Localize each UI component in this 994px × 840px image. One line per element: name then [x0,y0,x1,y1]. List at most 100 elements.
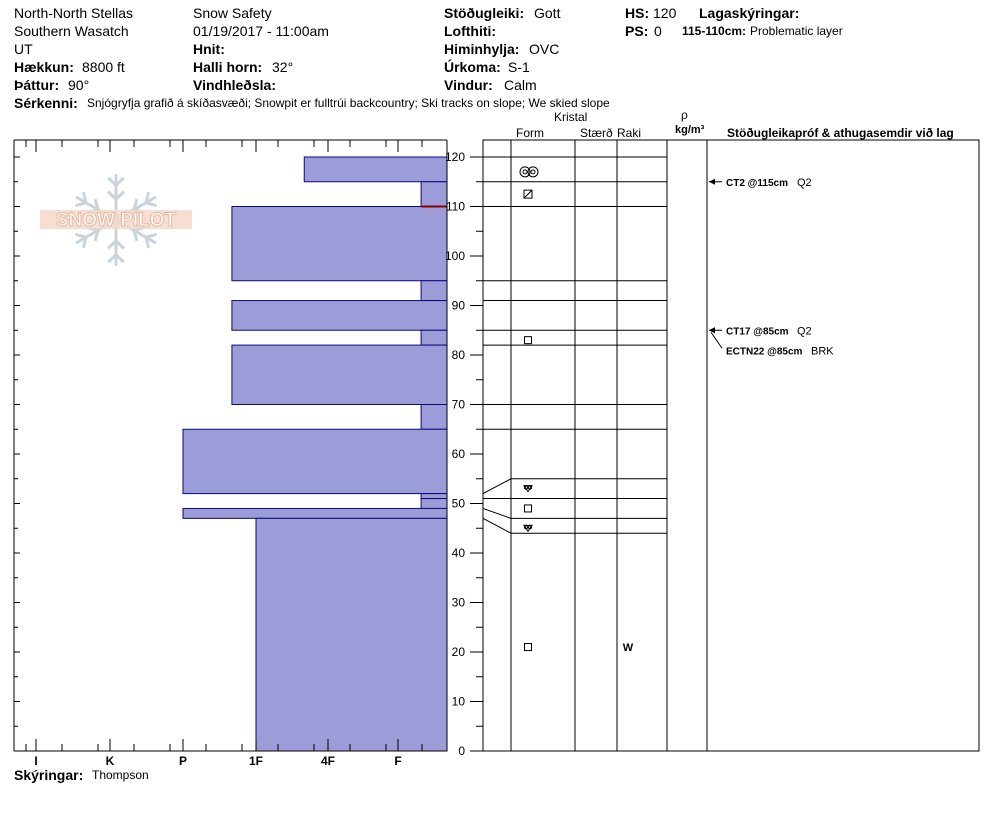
snowflake-branch [107,176,118,187]
depth-tick-label: 120 [445,150,465,164]
depth-tick-label: 50 [452,497,466,511]
depth-tick-label: 80 [452,348,466,362]
stability-label: Stöðugleiki: [444,5,525,21]
hardness-bar [420,493,448,500]
snowflake-branch [132,229,139,242]
location-name: North-North Stellas [14,5,134,21]
snowflake-branch [145,201,157,208]
col-moisture: Raki [617,126,642,140]
depth-hoar-icon [523,524,533,533]
hs-value: 120 [653,5,677,21]
test-arrowhead [709,327,715,334]
snowflake-branch [107,190,118,201]
hardness-tick-label: K [106,754,115,768]
depth-tick-label: 10 [452,695,466,709]
test-result: BRK [811,345,834,357]
ps-value: 0 [654,23,662,39]
faceted-icon-box [524,504,532,513]
stability-value: Gott [534,5,561,21]
aspect-value: 90° [68,77,90,93]
graupel-icon [519,166,539,178]
hardness-tick-label: 4F [321,754,335,768]
snowflake-branch [93,198,100,211]
sky-label: Himinhylja: [444,41,520,57]
hardness-bar [231,206,448,282]
location-state: UT [14,41,33,57]
hardness-tick-label: P [179,754,187,768]
test-result: Q2 [797,177,812,189]
graupel-icon-ring [522,169,528,175]
depth-tick-label: 100 [445,249,465,263]
grid-frame [482,139,980,752]
test-label: CT2 @115cm [726,178,788,189]
organization: Snow Safety [193,5,272,21]
col-size: Stærð [580,126,613,140]
layer-note-text: Problematic layer [750,24,843,38]
graupel-icon-ring [527,166,539,178]
layer-grid: W CT2 @115cm Q2 CT17 @85cm Q2 ECTN22 @85cm BRK [482,139,980,752]
graupel-icon-ring [519,166,531,178]
snowflake-branch [81,191,88,204]
test-label: CT17 @85cm [726,326,789,337]
aspect-label: Þáttur: [14,77,60,93]
wind-label: Vindur: [444,77,493,93]
hardness-bar [420,498,448,509]
hardness-bar [255,517,448,752]
snowflake-branch [114,239,125,250]
moisture-label: W [623,642,634,654]
slope-value: 32° [272,59,294,75]
hs-label: HS: [625,5,650,21]
faceted-icon-box [524,336,532,345]
depth-hoar-icon-dot [528,525,532,530]
wind-value: Calm [504,77,537,93]
snowflake-branch [132,198,139,211]
faceted-rounded-icon [523,189,533,199]
faceted-icon [524,504,532,513]
elevation-label: Hækkun: [14,59,74,75]
faceted-icon-box [524,643,532,652]
col-density-unit: kg/m³ [675,124,705,136]
snowflake-branch [75,201,87,208]
faceted-rounded-icon-slash [523,189,533,199]
depth-tick-label: 90 [452,299,466,313]
precip-label: Úrkoma: [444,59,501,75]
location-range: Southern Wasatch [14,23,129,39]
wind-loading-label: Vindhleðsla: [193,77,276,93]
features-text: Snjógryfja grafið á skíðasvæði; Snowpit … [87,96,610,110]
observation-datetime: 01/19/2017 - 11:00am [193,23,329,39]
depth-tick-label: 40 [452,546,466,560]
hardness-bar [420,404,448,430]
snowpilot-logo: SNOW PILOT [40,174,192,266]
ps-label: PS: [625,23,649,39]
hardness-tick-label: I [34,754,37,768]
test-result: Q2 [797,325,812,337]
grid-layer-connector [482,517,512,534]
notes-value: Thompson [92,768,149,782]
logo-text: SNOW PILOT [56,210,177,231]
features-label: Sérkenni: [14,95,78,111]
hardness-tick-label: F [394,754,401,768]
snowflake-branch [93,229,100,242]
hardness-bar [303,156,448,183]
depth-tick-label: 70 [452,398,466,412]
depth-tick-label: 0 [458,744,465,758]
col-tests: Stöðugleikapróf & athugasemdir við lag [727,126,954,140]
depth-hoar-icon [523,485,533,493]
test-arrow-line [710,331,723,349]
coords-label: Hnit: [193,41,225,57]
hardness-tick-label: 1F [249,754,263,768]
col-kristal: Kristal [554,110,588,124]
elevation-value: 8800 ft [82,59,125,75]
col-form: Form [516,126,544,140]
grid-layer-connector [482,478,512,495]
hardness-plot: I K P 1F 4F F 0 10 20 30 40 50 60 70 80 90 100 110 120 [13,139,484,768]
hardness-bar [231,300,448,331]
snowflake-branch [107,253,118,264]
snowflake-branch [114,253,125,264]
hardness-bar [420,329,448,346]
snowflake-branch [114,190,125,201]
snowflake-branch [144,191,151,204]
snowflake-branch [75,232,87,239]
depth-tick-label: 110 [446,200,465,214]
